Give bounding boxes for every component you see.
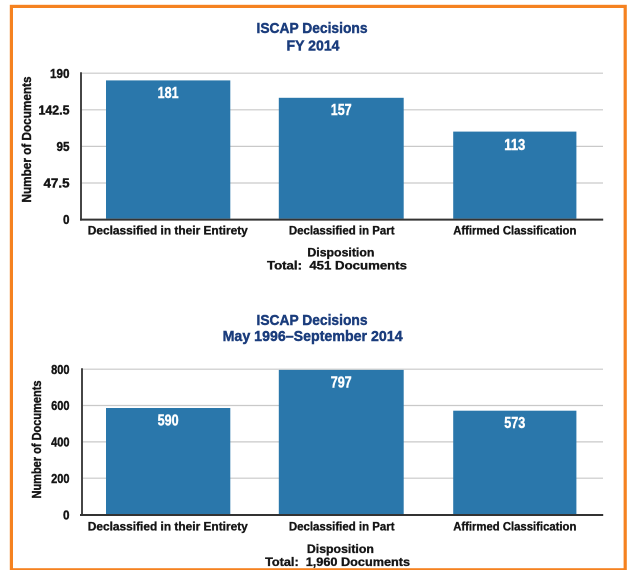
svg-text:Total: 1,960 Documents: Total: 1,960 Documents: [265, 555, 410, 569]
svg-text:Declassified in their Entirety: Declassified in their Entirety: [88, 224, 248, 238]
svg-text:Number of Documents: Number of Documents: [19, 77, 34, 203]
svg-text:95: 95: [57, 139, 70, 154]
svg-text:200: 200: [51, 471, 69, 486]
svg-text:157: 157: [331, 102, 352, 119]
svg-text:Affirmed Classification: Affirmed Classification: [453, 520, 576, 534]
svg-text:Total: 451 Documents: Total: 451 Documents: [267, 258, 407, 272]
svg-text:Disposition: Disposition: [307, 542, 374, 556]
svg-text:573: 573: [504, 415, 525, 432]
svg-text:Declassified in Part: Declassified in Part: [289, 520, 395, 534]
svg-text:0: 0: [63, 508, 70, 523]
svg-text:47.5: 47.5: [44, 176, 70, 191]
svg-text:142.5: 142.5: [39, 102, 70, 117]
svg-text:600: 600: [51, 398, 69, 413]
svg-text:400: 400: [51, 435, 69, 450]
svg-text:FY 2014: FY 2014: [287, 37, 341, 54]
svg-text:113: 113: [504, 137, 525, 154]
svg-text:797: 797: [331, 374, 352, 391]
svg-text:Affirmed Classification: Affirmed Classification: [453, 224, 576, 238]
svg-text:Number of Documents: Number of Documents: [29, 381, 44, 499]
svg-text:May 1996–September 2014: May 1996–September 2014: [223, 328, 404, 345]
svg-text:800: 800: [51, 362, 69, 377]
svg-text:Declassified in their Entirety: Declassified in their Entirety: [88, 520, 248, 534]
svg-text:ISCAP Decisions: ISCAP Decisions: [257, 312, 368, 329]
svg-text:Disposition: Disposition: [307, 245, 374, 259]
svg-text:0: 0: [63, 212, 70, 227]
svg-text:590: 590: [158, 412, 179, 429]
svg-text:181: 181: [158, 85, 179, 102]
svg-text:Declassified in Part: Declassified in Part: [289, 224, 395, 238]
svg-text:190: 190: [50, 66, 70, 81]
svg-text:ISCAP Decisions: ISCAP Decisions: [257, 20, 368, 37]
